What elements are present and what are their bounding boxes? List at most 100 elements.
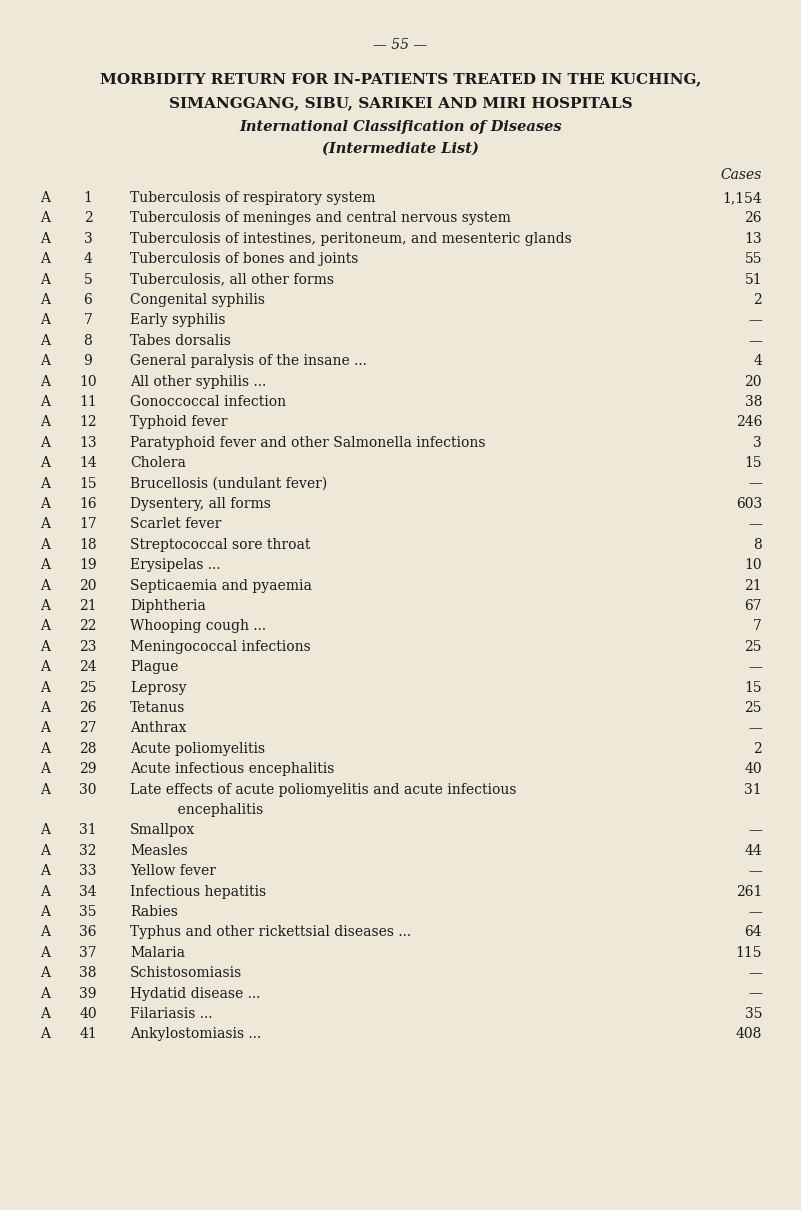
Text: Hydatid disease ...: Hydatid disease ... [130, 986, 260, 1001]
Text: 5: 5 [83, 272, 92, 287]
Text: A: A [40, 661, 50, 674]
Text: 13: 13 [79, 436, 97, 450]
Text: Infectious hepatitis: Infectious hepatitis [130, 885, 266, 899]
Text: —: — [748, 905, 762, 920]
Text: —: — [748, 661, 762, 674]
Text: All other syphilis ...: All other syphilis ... [130, 375, 266, 388]
Text: 6: 6 [83, 293, 92, 307]
Text: Yellow fever: Yellow fever [130, 864, 216, 878]
Text: 3: 3 [753, 436, 762, 450]
Text: MORBIDITY RETURN FOR IN-PATIENTS TREATED IN THE KUCHING,: MORBIDITY RETURN FOR IN-PATIENTS TREATED… [100, 73, 701, 86]
Text: A: A [40, 885, 50, 899]
Text: 603: 603 [736, 497, 762, 511]
Text: Erysipelas ...: Erysipelas ... [130, 558, 220, 572]
Text: Leprosy: Leprosy [130, 680, 187, 695]
Text: A: A [40, 742, 50, 756]
Text: Congenital syphilis: Congenital syphilis [130, 293, 265, 307]
Text: 34: 34 [79, 885, 97, 899]
Text: A: A [40, 436, 50, 450]
Text: 16: 16 [79, 497, 97, 511]
Text: Gonoccoccal infection: Gonoccoccal infection [130, 394, 286, 409]
Text: A: A [40, 497, 50, 511]
Text: 1,154: 1,154 [723, 191, 762, 204]
Text: 15: 15 [744, 680, 762, 695]
Text: 22: 22 [79, 620, 97, 633]
Text: Meningococcal infections: Meningococcal infections [130, 640, 311, 653]
Text: A: A [40, 415, 50, 430]
Text: A: A [40, 701, 50, 715]
Text: Dysentery, all forms: Dysentery, all forms [130, 497, 271, 511]
Text: 17: 17 [79, 518, 97, 531]
Text: Acute infectious encephalitis: Acute infectious encephalitis [130, 762, 334, 776]
Text: A: A [40, 212, 50, 225]
Text: Tetanus: Tetanus [130, 701, 185, 715]
Text: General paralysis of the insane ...: General paralysis of the insane ... [130, 355, 367, 368]
Text: A: A [40, 313, 50, 328]
Text: 39: 39 [79, 986, 97, 1001]
Text: 28: 28 [79, 742, 97, 756]
Text: A: A [40, 1007, 50, 1021]
Text: 19: 19 [79, 558, 97, 572]
Text: Anthrax: Anthrax [130, 721, 187, 736]
Text: 31: 31 [79, 823, 97, 837]
Text: A: A [40, 558, 50, 572]
Text: A: A [40, 762, 50, 776]
Text: 18: 18 [79, 537, 97, 552]
Text: 2: 2 [753, 293, 762, 307]
Text: 64: 64 [744, 926, 762, 939]
Text: —: — [748, 721, 762, 736]
Text: A: A [40, 477, 50, 490]
Text: Ankylostomiasis ...: Ankylostomiasis ... [130, 1027, 261, 1042]
Text: Tuberculosis, all other forms: Tuberculosis, all other forms [130, 272, 334, 287]
Text: A: A [40, 232, 50, 246]
Text: 10: 10 [79, 375, 97, 388]
Text: A: A [40, 1027, 50, 1042]
Text: A: A [40, 375, 50, 388]
Text: A: A [40, 905, 50, 920]
Text: 41: 41 [79, 1027, 97, 1042]
Text: 115: 115 [735, 946, 762, 960]
Text: Schistosomiasis: Schistosomiasis [130, 967, 242, 980]
Text: International Classification of Diseases: International Classification of Diseases [239, 120, 562, 134]
Text: 40: 40 [79, 1007, 97, 1021]
Text: SIMANGGANG, SIBU, SARIKEI AND MIRI HOSPITALS: SIMANGGANG, SIBU, SARIKEI AND MIRI HOSPI… [169, 96, 632, 110]
Text: 13: 13 [744, 232, 762, 246]
Text: Brucellosis (undulant fever): Brucellosis (undulant fever) [130, 477, 328, 490]
Text: Acute poliomyelitis: Acute poliomyelitis [130, 742, 265, 756]
Text: 40: 40 [744, 762, 762, 776]
Text: 30: 30 [79, 783, 97, 796]
Text: 27: 27 [79, 721, 97, 736]
Text: —: — [748, 986, 762, 1001]
Text: Tabes dorsalis: Tabes dorsalis [130, 334, 231, 347]
Text: 38: 38 [79, 967, 97, 980]
Text: 26: 26 [79, 701, 97, 715]
Text: Early syphilis: Early syphilis [130, 313, 226, 328]
Text: A: A [40, 843, 50, 858]
Text: 25: 25 [79, 680, 97, 695]
Text: A: A [40, 680, 50, 695]
Text: A: A [40, 537, 50, 552]
Text: 67: 67 [744, 599, 762, 613]
Text: Paratyphoid fever and other Salmonella infections: Paratyphoid fever and other Salmonella i… [130, 436, 485, 450]
Text: A: A [40, 864, 50, 878]
Text: 21: 21 [79, 599, 97, 613]
Text: 12: 12 [79, 415, 97, 430]
Text: Whooping cough ...: Whooping cough ... [130, 620, 266, 633]
Text: 35: 35 [744, 1007, 762, 1021]
Text: A: A [40, 620, 50, 633]
Text: 37: 37 [79, 946, 97, 960]
Text: 7: 7 [83, 313, 92, 328]
Text: Malaria: Malaria [130, 946, 185, 960]
Text: 15: 15 [744, 456, 762, 471]
Text: Typhoid fever: Typhoid fever [130, 415, 227, 430]
Text: 32: 32 [79, 843, 97, 858]
Text: A: A [40, 967, 50, 980]
Text: 2: 2 [83, 212, 92, 225]
Text: A: A [40, 721, 50, 736]
Text: 36: 36 [79, 926, 97, 939]
Text: 44: 44 [744, 843, 762, 858]
Text: A: A [40, 334, 50, 347]
Text: Plague: Plague [130, 661, 179, 674]
Text: (Intermediate List): (Intermediate List) [322, 142, 479, 156]
Text: Tuberculosis of respiratory system: Tuberculosis of respiratory system [130, 191, 376, 204]
